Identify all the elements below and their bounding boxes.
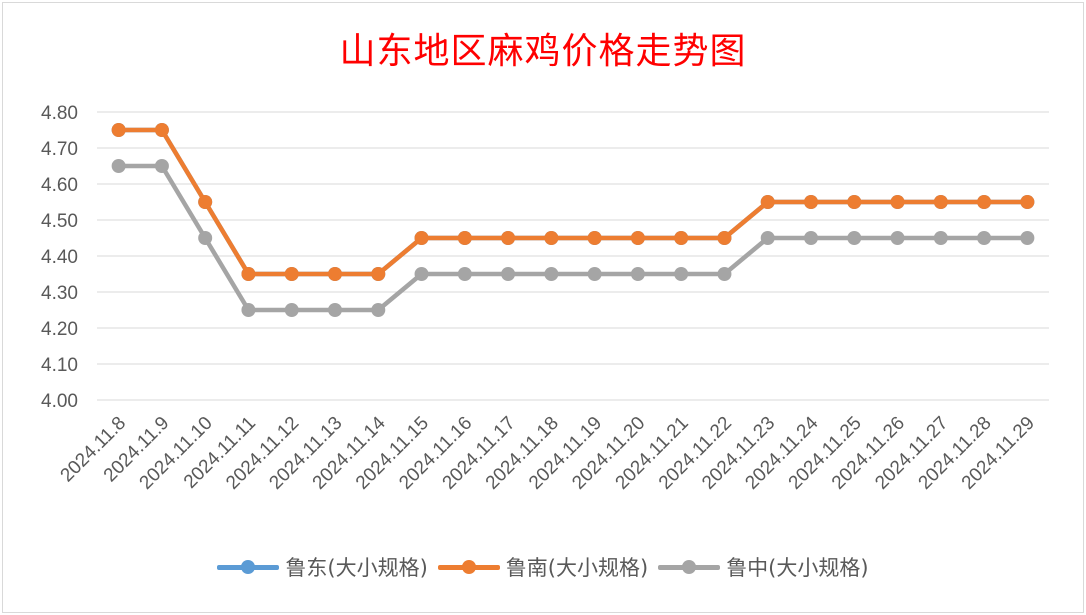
data-point[interactable] [241, 303, 256, 317]
data-point[interactable] [717, 231, 732, 245]
legend-item-0[interactable]: 鲁东(大小规格) [217, 552, 428, 582]
data-point[interactable] [111, 123, 126, 137]
data-point[interactable] [890, 195, 905, 209]
data-point[interactable] [587, 267, 602, 281]
y-tick-label: 4.20 [41, 319, 78, 340]
data-point[interactable] [804, 231, 818, 245]
data-point[interactable] [154, 159, 169, 173]
data-point[interactable] [847, 231, 862, 245]
y-tick-label: 4.10 [41, 355, 78, 376]
data-point[interactable] [284, 303, 299, 317]
data-point[interactable] [371, 267, 386, 281]
data-point[interactable] [630, 231, 645, 245]
grid-lines [97, 111, 1049, 401]
x-axis-ticks: 2024.11.82024.11.92024.11.102024.11.1120… [57, 412, 1039, 493]
data-point[interactable] [457, 231, 472, 245]
data-point[interactable] [1020, 195, 1035, 209]
y-tick-label: 4.50 [41, 211, 78, 232]
data-point[interactable] [804, 195, 818, 209]
y-tick-label: 4.00 [41, 391, 78, 412]
data-point[interactable] [457, 267, 472, 281]
legend-swatch-2 [658, 557, 721, 577]
data-point[interactable] [760, 195, 775, 209]
y-tick-label: 4.80 [41, 103, 78, 124]
data-point[interactable] [414, 231, 429, 245]
data-point[interactable] [587, 231, 602, 245]
data-point[interactable] [371, 303, 386, 317]
data-point[interactable] [544, 267, 559, 281]
legend-label-0: 鲁东(大小规格) [285, 556, 428, 580]
legend-item-1[interactable]: 鲁南(大小规格) [437, 552, 649, 582]
legend: 鲁东(大小规格) 鲁南(大小规格) 鲁中(大小规格) [0, 552, 1086, 582]
data-point[interactable] [501, 267, 516, 281]
legend-label-2: 鲁中(大小规格) [726, 556, 869, 580]
data-point[interactable] [847, 195, 862, 209]
series-line [116, 127, 1030, 277]
data-point[interactable] [933, 195, 948, 209]
y-tick-label: 4.60 [41, 175, 78, 196]
y-axis-ticks: 4.00 4.10 4.20 4.30 4.40 4.50 4.60 4.70 4.80 [41, 103, 78, 412]
legend-item-2[interactable]: 鲁中(大小规格) [658, 552, 869, 582]
data-point[interactable] [674, 267, 689, 281]
data-point[interactable] [760, 231, 775, 245]
data-point[interactable] [977, 195, 992, 209]
series-group [111, 123, 1035, 317]
data-point[interactable] [198, 195, 213, 209]
series-1 [111, 123, 1035, 281]
data-point[interactable] [284, 267, 299, 281]
data-point[interactable] [544, 231, 559, 245]
y-tick-label: 4.40 [41, 247, 78, 268]
data-point[interactable] [977, 231, 992, 245]
legend-swatch-1 [437, 557, 500, 577]
data-point[interactable] [630, 267, 645, 281]
y-tick-label: 4.70 [41, 139, 78, 160]
data-point[interactable] [198, 231, 213, 245]
data-point[interactable] [328, 303, 342, 317]
legend-swatch-0 [217, 557, 280, 577]
y-tick-label: 4.30 [41, 283, 78, 304]
data-point[interactable] [674, 231, 689, 245]
data-point[interactable] [111, 159, 126, 173]
series-2 [111, 159, 1035, 317]
legend-label-1: 鲁南(大小规格) [505, 556, 649, 580]
series-line [116, 163, 1030, 313]
data-point[interactable] [154, 123, 169, 137]
data-point[interactable] [414, 267, 429, 281]
data-point[interactable] [890, 231, 905, 245]
data-point[interactable] [933, 231, 948, 245]
data-point[interactable] [241, 267, 256, 281]
data-point[interactable] [1020, 231, 1035, 245]
data-point[interactable] [328, 267, 342, 281]
data-point[interactable] [501, 231, 516, 245]
data-point[interactable] [717, 267, 732, 281]
chart-title: 山东地区麻鸡价格走势图 [339, 31, 747, 72]
